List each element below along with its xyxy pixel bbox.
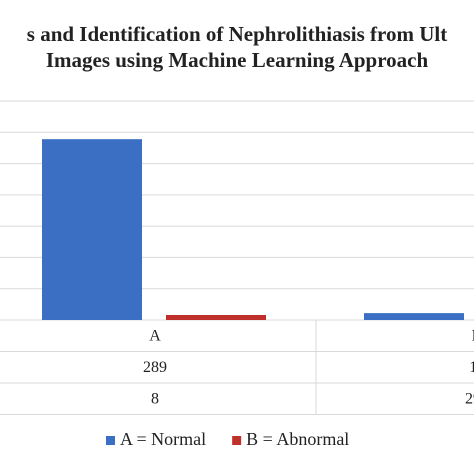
legend-swatch xyxy=(232,436,242,445)
bar xyxy=(166,314,266,320)
table-value: 290 xyxy=(465,390,474,407)
table-value: 8 xyxy=(151,390,159,407)
chart-title: Images using Machine Learning Approach xyxy=(46,48,429,72)
legend-swatch xyxy=(106,436,115,445)
x-tick-label: B xyxy=(472,327,474,344)
table-value: 11 xyxy=(469,359,474,376)
x-tick-label: A xyxy=(149,327,161,344)
legend-label: B = Abnormal xyxy=(246,429,349,449)
chart-title: s and Identification of Nephrolithiasis … xyxy=(27,22,447,46)
legend-label: A = Normal xyxy=(120,429,206,449)
bar xyxy=(42,139,142,320)
table-value: 289 xyxy=(143,359,167,376)
bar xyxy=(364,313,464,320)
